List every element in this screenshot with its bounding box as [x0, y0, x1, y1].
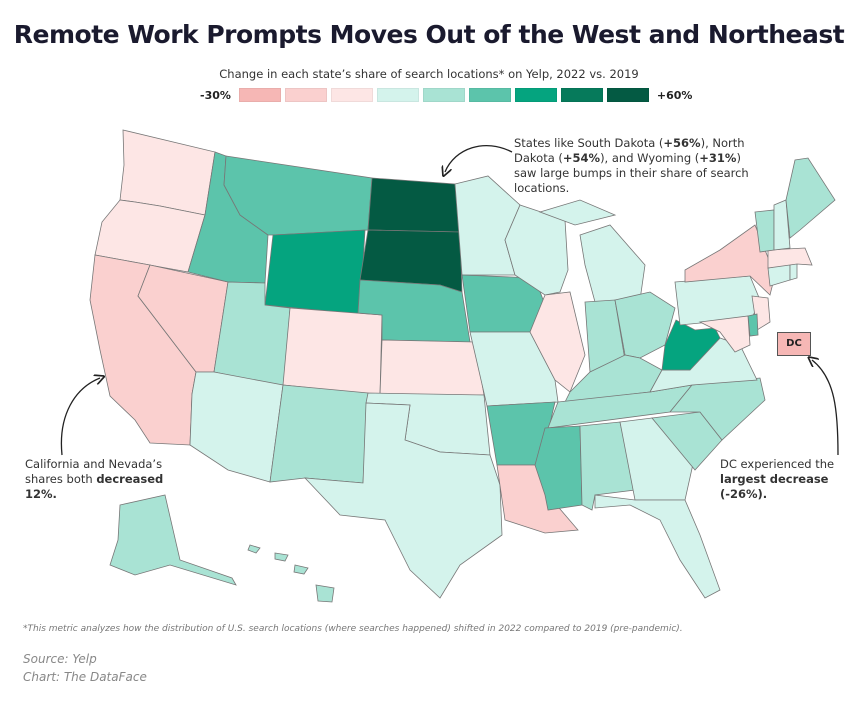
annotation-arrow-west	[60, 378, 100, 456]
state-CO	[282, 307, 383, 396]
annotation-west: California and Nevada’s shares both decr…	[25, 457, 175, 502]
state-MI	[579, 224, 646, 303]
annotation-text: ), and Wyoming (	[600, 151, 700, 165]
annotation-arrow-dc	[812, 360, 839, 456]
state-MN	[454, 175, 521, 276]
legend-swatch	[606, 88, 649, 102]
state-HI-3	[293, 564, 309, 575]
annotation-text: States like South Dakota (	[514, 136, 664, 150]
state-WY	[264, 229, 366, 315]
annotation-value-sd: +56%	[663, 136, 701, 150]
legend-swatch	[560, 88, 603, 102]
annotation-value-nd: +54%	[562, 151, 601, 165]
chart-subtitle: Change in each state’s share of search l…	[219, 67, 639, 81]
state-HI-4	[315, 584, 335, 603]
dc-box: DC	[777, 332, 811, 356]
state-GA	[619, 417, 696, 501]
annotation-value-wy: +31%	[699, 151, 737, 165]
credit: Chart: The DataFace	[23, 670, 147, 684]
state-HI-2	[274, 552, 289, 562]
chart-title: Remote Work Prompts Moves Out of the Wes…	[13, 20, 845, 49]
state-MI-UP	[538, 199, 617, 226]
state-WI	[504, 204, 569, 296]
state-AZ	[189, 371, 284, 483]
state-AK	[109, 494, 237, 586]
legend-swatch	[514, 88, 557, 102]
state-ND	[367, 177, 461, 233]
legend-swatch	[330, 88, 373, 102]
state-MA	[767, 247, 813, 269]
color-legend: -30% +60%	[200, 88, 692, 102]
legend-max-label: +60%	[656, 88, 693, 102]
annotation-arrow-dakotas	[445, 144, 513, 172]
legend-swatch	[468, 88, 511, 102]
state-DE	[747, 313, 759, 337]
legend-min-label: -30%	[200, 88, 231, 102]
state-HI-1	[247, 544, 261, 554]
state-TX	[303, 402, 503, 599]
annotation-bold: largest decrease (-26%).	[720, 472, 829, 501]
state-RI	[789, 263, 798, 281]
state-NM	[269, 384, 369, 484]
state-MO	[469, 331, 559, 407]
annotation-dakotas: States like South Dakota (+56%), North D…	[514, 136, 764, 196]
annotation-text: California and Nevada’s shares both	[25, 457, 163, 486]
annotation-bold: decreased 12%.	[25, 472, 164, 501]
legend-swatch	[238, 88, 281, 102]
state-WV	[661, 319, 721, 371]
annotation-text: ), North Dakota (	[514, 136, 745, 165]
legend-swatch	[284, 88, 327, 102]
annotation-text: DC experienced the	[720, 457, 835, 471]
legend-swatch	[422, 88, 465, 102]
state-NH	[773, 199, 791, 251]
source: Source: Yelp	[23, 652, 97, 666]
state-MD	[698, 315, 751, 353]
legend-swatch	[376, 88, 419, 102]
state-KS	[379, 339, 485, 396]
annotation-dc: DC experienced the largest decrease (-26…	[720, 457, 855, 502]
state-FL	[594, 494, 721, 599]
annotation-text: ) saw large bumps in their share of sear…	[514, 151, 749, 195]
state-ME	[785, 157, 836, 239]
footnote: *This metric analyzes how the distributi…	[23, 624, 683, 634]
